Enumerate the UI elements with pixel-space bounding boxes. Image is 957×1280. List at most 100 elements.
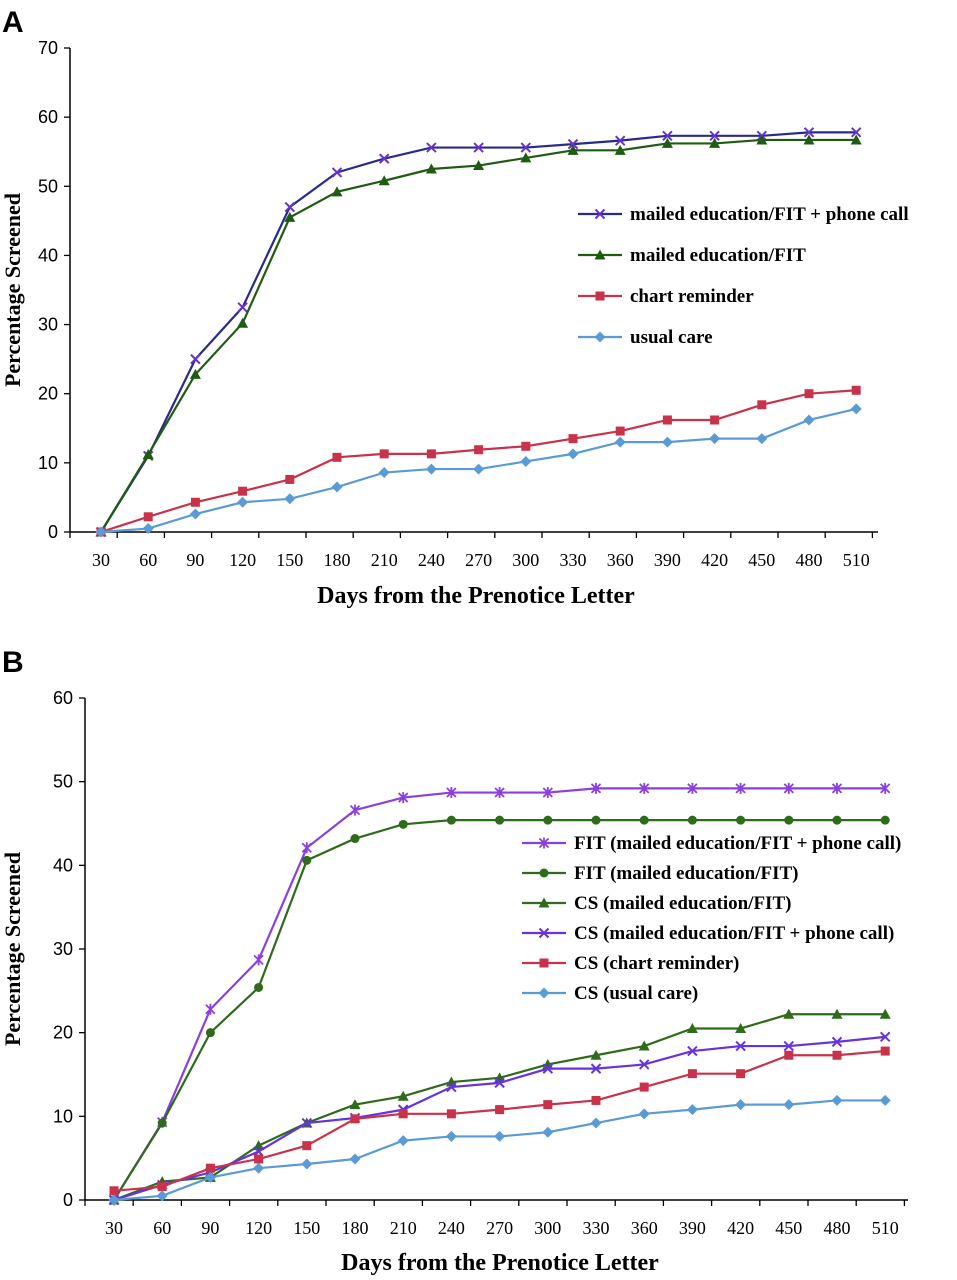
x-tick-label: 270 bbox=[486, 1218, 513, 1238]
y-tick-label: 40 bbox=[53, 855, 73, 875]
data-point bbox=[302, 855, 312, 865]
data-point bbox=[757, 400, 767, 410]
x-tick-label: 300 bbox=[512, 550, 539, 570]
legend-label: CS (usual care) bbox=[574, 983, 698, 1004]
legend-label: FIT (mailed education/FIT) bbox=[574, 863, 799, 884]
data-point bbox=[614, 144, 626, 155]
data-point bbox=[709, 137, 721, 148]
x-tick-label: 120 bbox=[245, 1218, 272, 1238]
x-tick-label: 90 bbox=[186, 550, 204, 570]
data-point bbox=[687, 1045, 698, 1057]
y-tick-label: 30 bbox=[53, 939, 73, 959]
data-point bbox=[446, 1081, 457, 1093]
data-point bbox=[157, 1182, 167, 1192]
x-tick-label: 210 bbox=[371, 550, 398, 570]
data-point bbox=[590, 1049, 602, 1060]
y-tick-label: 10 bbox=[38, 453, 58, 473]
series-mailed-education-fit-phone-call bbox=[95, 127, 862, 538]
data-point bbox=[736, 815, 746, 825]
series-cs-chart-reminder- bbox=[109, 1046, 890, 1196]
x-tick-label: 420 bbox=[727, 1218, 754, 1238]
data-point bbox=[238, 486, 248, 496]
data-point bbox=[253, 1146, 264, 1157]
data-point bbox=[426, 142, 437, 153]
y-tick-label: 0 bbox=[63, 1190, 73, 1210]
data-point bbox=[253, 954, 264, 966]
data-point bbox=[142, 449, 154, 460]
data-point bbox=[614, 135, 626, 146]
data-point bbox=[543, 1100, 553, 1110]
y-tick-label: 50 bbox=[53, 772, 73, 792]
data-point bbox=[237, 317, 249, 328]
data-point bbox=[709, 130, 720, 142]
legend-label: mailed education/FIT + phone call bbox=[630, 204, 909, 225]
data-point bbox=[832, 815, 842, 825]
data-point bbox=[446, 1109, 456, 1119]
data-point bbox=[302, 1141, 312, 1151]
data-point bbox=[784, 815, 794, 825]
legend-label: CS (mailed education/FIT + phone call) bbox=[574, 923, 894, 944]
x-tick-label: 210 bbox=[390, 1218, 417, 1238]
data-point bbox=[254, 1154, 264, 1164]
x-tick-label: 360 bbox=[607, 550, 634, 570]
series-line bbox=[113, 1099, 886, 1202]
data-point bbox=[473, 142, 484, 153]
data-point bbox=[301, 1158, 313, 1170]
legend-label: CS (chart reminder) bbox=[574, 953, 739, 974]
series-line bbox=[113, 1035, 886, 1202]
data-point bbox=[253, 1162, 265, 1174]
y-tick-label: 10 bbox=[53, 1106, 73, 1126]
series-usual-care bbox=[95, 403, 862, 538]
legend-marker bbox=[594, 249, 606, 260]
data-point bbox=[285, 474, 295, 484]
y-tick-label: 70 bbox=[38, 38, 58, 58]
legend-item: mailed education/FIT + phone call bbox=[578, 204, 909, 225]
data-point bbox=[142, 523, 154, 535]
data-point bbox=[803, 134, 815, 145]
data-point bbox=[736, 1069, 746, 1079]
data-point bbox=[638, 1040, 650, 1051]
legend-item: FIT (mailed education/FIT + phone call) bbox=[522, 833, 901, 854]
legend-item: mailed education/FIT bbox=[578, 245, 806, 266]
data-point bbox=[473, 160, 485, 171]
data-point bbox=[542, 1063, 554, 1074]
y-tick-label: 60 bbox=[53, 688, 73, 708]
data-point bbox=[331, 167, 343, 178]
legend-marker bbox=[539, 958, 549, 968]
data-point bbox=[850, 127, 862, 138]
data-point bbox=[832, 1050, 842, 1060]
data-point bbox=[735, 1099, 747, 1111]
data-point bbox=[398, 819, 408, 829]
data-point bbox=[614, 436, 626, 448]
data-point bbox=[687, 782, 698, 794]
data-point bbox=[880, 815, 890, 825]
data-point bbox=[850, 403, 862, 415]
chart-panel-b: 0 10 20 30 40 50 60 30 60 90 120 150 180 210 240 270 300… bbox=[53, 688, 908, 1238]
data-point bbox=[425, 463, 437, 475]
data-point bbox=[520, 455, 532, 467]
data-point bbox=[378, 467, 390, 479]
data-point bbox=[426, 449, 436, 459]
data-point bbox=[661, 137, 673, 148]
legend-marker bbox=[538, 837, 550, 849]
legend: FIT (mailed education/FIT + phone call) F… bbox=[522, 833, 901, 1004]
data-point bbox=[109, 1186, 119, 1196]
data-point bbox=[638, 1059, 650, 1070]
data-point bbox=[301, 1117, 313, 1129]
data-point bbox=[494, 787, 505, 799]
data-point bbox=[397, 1090, 409, 1101]
data-point bbox=[332, 452, 342, 462]
data-point bbox=[331, 481, 343, 493]
data-point bbox=[591, 815, 601, 825]
data-point bbox=[350, 834, 360, 844]
y-tick-label: 40 bbox=[38, 245, 58, 265]
x-tick-label: 30 bbox=[92, 550, 110, 570]
data-point bbox=[615, 426, 625, 436]
data-point bbox=[157, 1118, 167, 1128]
data-point bbox=[205, 1028, 215, 1038]
data-point bbox=[331, 186, 343, 197]
data-point bbox=[237, 302, 248, 313]
data-point bbox=[662, 130, 673, 142]
data-point bbox=[254, 982, 264, 992]
data-point bbox=[349, 804, 361, 816]
